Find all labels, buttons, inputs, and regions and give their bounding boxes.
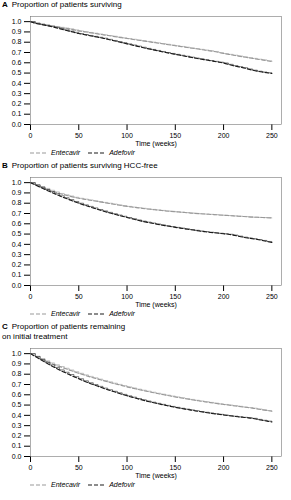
svg-text:150: 150: [169, 293, 181, 300]
svg-text:0.7: 0.7: [12, 210, 22, 217]
svg-text:0.5: 0.5: [12, 69, 22, 76]
svg-text:250: 250: [266, 293, 278, 300]
svg-text:0.4: 0.4: [12, 80, 22, 87]
svg-text:0.3: 0.3: [12, 90, 22, 97]
svg-text:250: 250: [266, 464, 278, 471]
svg-text:0.3: 0.3: [12, 251, 22, 258]
html-text:Adefovir: Adefovir: [109, 149, 135, 156]
svg-text:0.0: 0.0: [12, 282, 22, 289]
svg-text:250: 250: [266, 132, 278, 139]
svg-text:0: 0: [29, 132, 33, 139]
svg-text:0.4: 0.4: [12, 412, 22, 419]
html-text:A Proportion of patients survi: A Proportion of patients surviving: [2, 0, 122, 9]
svg-text:Time (weeks): Time (weeks): [135, 140, 177, 148]
svg-text:200: 200: [218, 132, 230, 139]
svg-text:150: 150: [169, 464, 181, 471]
svg-text:0.9: 0.9: [12, 189, 22, 196]
svg-text:0.6: 0.6: [12, 391, 22, 398]
svg-text:0: 0: [29, 293, 33, 300]
html-text:Adefovir: Adefovir: [109, 310, 135, 317]
svg-text:100: 100: [121, 293, 133, 300]
svg-text:0.3: 0.3: [12, 422, 22, 429]
html-text:B Proportion of patients survi: B Proportion of patients surviving HCC-f…: [2, 161, 158, 170]
svg-text:0.8: 0.8: [12, 370, 22, 377]
svg-text:0.0: 0.0: [12, 453, 22, 460]
svg-text:50: 50: [75, 464, 83, 471]
svg-text:1.0: 1.0: [12, 350, 22, 357]
html-text:Entecavir: Entecavir: [51, 310, 81, 317]
svg-text:0.6: 0.6: [12, 59, 22, 66]
svg-text:100: 100: [121, 464, 133, 471]
svg-text:Time (weeks): Time (weeks): [135, 472, 177, 480]
svg-text:100: 100: [121, 132, 133, 139]
svg-text:0: 0: [29, 464, 33, 471]
svg-text:Time (weeks): Time (weeks): [135, 301, 177, 309]
svg-text:0.1: 0.1: [12, 442, 22, 449]
svg-text:0.9: 0.9: [12, 360, 22, 367]
svg-text:0.8: 0.8: [12, 38, 22, 45]
svg-text:150: 150: [169, 132, 181, 139]
svg-text:0.2: 0.2: [12, 261, 22, 268]
svg-text:0.7: 0.7: [12, 49, 22, 56]
svg-text:0.5: 0.5: [12, 401, 22, 408]
svg-text:0.1: 0.1: [12, 110, 22, 117]
svg-text:50: 50: [75, 293, 83, 300]
svg-text:0.5: 0.5: [12, 230, 22, 237]
html-text:Entecavir: Entecavir: [51, 149, 81, 156]
svg-text:0.7: 0.7: [12, 381, 22, 388]
html-text:Adefovir: Adefovir: [109, 481, 135, 488]
svg-text:0.8: 0.8: [12, 199, 22, 206]
svg-text:0.2: 0.2: [12, 100, 22, 107]
svg-text:50: 50: [75, 132, 83, 139]
svg-text:200: 200: [218, 293, 230, 300]
svg-text:0.4: 0.4: [12, 241, 22, 248]
svg-text:0.6: 0.6: [12, 220, 22, 227]
svg-text:0.1: 0.1: [12, 271, 22, 278]
svg-text:0.0: 0.0: [12, 121, 22, 128]
svg-text:1.0: 1.0: [12, 18, 22, 25]
svg-text:1.0: 1.0: [12, 179, 22, 186]
svg-text:0.9: 0.9: [12, 28, 22, 35]
svg-text:200: 200: [218, 464, 230, 471]
html-text:C Proportion of patients remai: C Proportion of patients remaining on in…: [2, 322, 126, 341]
html-text:Entecavir: Entecavir: [51, 481, 81, 488]
svg-text:0.2: 0.2: [12, 432, 22, 439]
